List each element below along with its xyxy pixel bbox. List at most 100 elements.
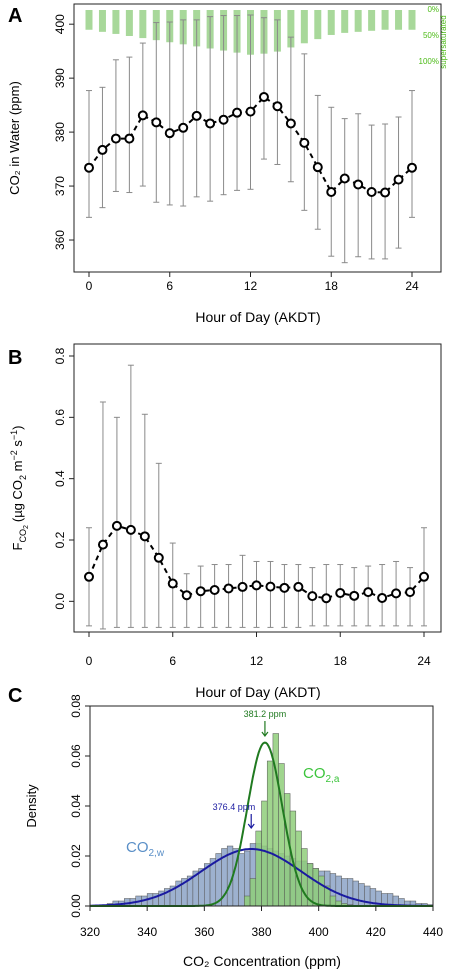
x-tick-label: 420 bbox=[366, 925, 386, 939]
data-point bbox=[209, 584, 220, 595]
histogram-bar bbox=[261, 800, 268, 907]
data-point bbox=[164, 128, 175, 139]
data-point bbox=[218, 114, 229, 125]
x-tick-label: 18 bbox=[325, 279, 339, 293]
y-tick-label: 0.08 bbox=[69, 694, 83, 718]
histogram-bar bbox=[244, 895, 251, 907]
y-axis-label: FCO2(µg CO2 m−2 s−1) bbox=[9, 426, 30, 551]
panel-a: A 0 6 12 18 24 360 370 380 390 400 0% 50% 100% s… bbox=[7, 3, 448, 325]
histogram-bar bbox=[284, 793, 291, 907]
series-label-water: CO2,w bbox=[126, 839, 165, 859]
y-tick-label: 0.00 bbox=[69, 894, 83, 918]
supersat-label: supersaturated bbox=[439, 15, 448, 68]
y-axis: 360 370 380 390 400 bbox=[53, 14, 74, 250]
y-axis-label: Density bbox=[24, 784, 39, 828]
supersat-bar bbox=[139, 10, 147, 39]
data-point bbox=[195, 586, 206, 597]
data-point bbox=[307, 591, 318, 602]
data-point bbox=[84, 571, 94, 582]
histogram-bar bbox=[312, 868, 319, 907]
histogram-bar bbox=[198, 868, 205, 907]
y-tick-label: 0.0 bbox=[53, 593, 67, 610]
histogram-bar bbox=[255, 830, 262, 907]
data-point bbox=[363, 587, 374, 598]
panel-b-x-axis-label: Hour of Day (AKDT) bbox=[195, 684, 320, 700]
x-tick-label: 6 bbox=[166, 279, 173, 293]
y-axis: 0.0 0.2 0.4 0.6 0.8 bbox=[53, 347, 74, 610]
y-axis: 0.00 0.02 0.04 0.06 0.08 bbox=[69, 694, 90, 918]
data-point bbox=[84, 162, 94, 173]
data-point bbox=[223, 583, 234, 594]
panel-b: B 0 6 12 18 24 0.0 0.2 0.4 0.6 0.8 FCO2(µg CO2 m… bbox=[8, 343, 442, 668]
data-point bbox=[97, 144, 108, 155]
data-points bbox=[84, 92, 417, 198]
supersat-tick-100: 100% bbox=[419, 57, 439, 66]
supersat-bar bbox=[85, 10, 93, 30]
x-tick-label: 0 bbox=[86, 654, 93, 668]
supersat-bar bbox=[112, 10, 120, 34]
annotation-arrowhead bbox=[261, 731, 269, 737]
y-tick-label: 380 bbox=[53, 122, 67, 142]
data-point bbox=[110, 133, 121, 144]
x-axis-label: CO₂ Concentration (ppm) bbox=[183, 953, 341, 969]
data-point bbox=[137, 110, 148, 121]
data-point bbox=[151, 117, 162, 128]
data-point bbox=[258, 92, 269, 103]
y-tick-label: 0.06 bbox=[69, 744, 83, 768]
error-bars bbox=[86, 14, 415, 264]
data-point bbox=[353, 179, 364, 190]
y-tick-label: 400 bbox=[53, 14, 67, 34]
data-point bbox=[272, 101, 283, 112]
data-point bbox=[181, 590, 192, 601]
data-point bbox=[326, 186, 337, 197]
supersat-bar bbox=[341, 10, 349, 33]
data-point bbox=[139, 531, 150, 542]
y-tick-label: 390 bbox=[53, 68, 67, 88]
plot-frame bbox=[73, 3, 442, 273]
data-point bbox=[299, 137, 310, 148]
y-tick-label: 0.04 bbox=[69, 794, 83, 818]
data-point bbox=[191, 110, 202, 121]
data-point bbox=[419, 571, 429, 582]
x-axis: 0 6 12 18 24 bbox=[86, 632, 431, 668]
y-tick-label: 0.6 bbox=[53, 409, 67, 426]
histogram-bar bbox=[249, 878, 257, 907]
supersat-bar bbox=[300, 10, 308, 44]
x-tick-label: 6 bbox=[169, 654, 176, 668]
x-axis: 0 6 12 18 24 bbox=[86, 272, 419, 293]
x-tick-label: 400 bbox=[309, 925, 329, 939]
x-tick-label: 0 bbox=[86, 279, 93, 293]
histogram-bar bbox=[352, 880, 359, 907]
histogram-bar bbox=[238, 853, 245, 907]
data-point bbox=[125, 524, 136, 535]
histogram-bar bbox=[278, 763, 285, 907]
data-point bbox=[285, 118, 296, 129]
data-point bbox=[167, 578, 178, 589]
supersat-bar bbox=[368, 10, 376, 31]
data-point bbox=[377, 592, 388, 603]
supersat-bar bbox=[314, 10, 322, 40]
panel-label-a: A bbox=[8, 5, 22, 27]
panel-label-b: B bbox=[8, 347, 22, 369]
supersat-bar bbox=[381, 10, 389, 30]
x-tick-label: 380 bbox=[251, 925, 271, 939]
data-point bbox=[178, 122, 189, 133]
y-tick-label: 370 bbox=[53, 176, 67, 196]
histogram-bar bbox=[318, 875, 325, 907]
supersat-bar bbox=[98, 10, 106, 32]
x-axis: 320 340 360 380 400 420 440 bbox=[80, 906, 443, 939]
x-axis-label: Hour of Day (AKDT) bbox=[195, 309, 320, 325]
data-point bbox=[335, 588, 346, 599]
y-axis-label: CO₂ in Water (ppm) bbox=[7, 81, 22, 195]
data-point bbox=[97, 539, 108, 550]
supersat-bar bbox=[287, 10, 295, 48]
data-point bbox=[321, 593, 332, 604]
histogram-bar bbox=[341, 878, 348, 907]
x-tick-label: 320 bbox=[80, 925, 100, 939]
histogram-bar bbox=[266, 760, 274, 907]
supersat-bar bbox=[408, 10, 416, 30]
x-tick-label: 12 bbox=[244, 279, 258, 293]
data-point bbox=[293, 581, 304, 592]
annotations: 376.4 ppm 381.2 ppm bbox=[213, 709, 286, 829]
